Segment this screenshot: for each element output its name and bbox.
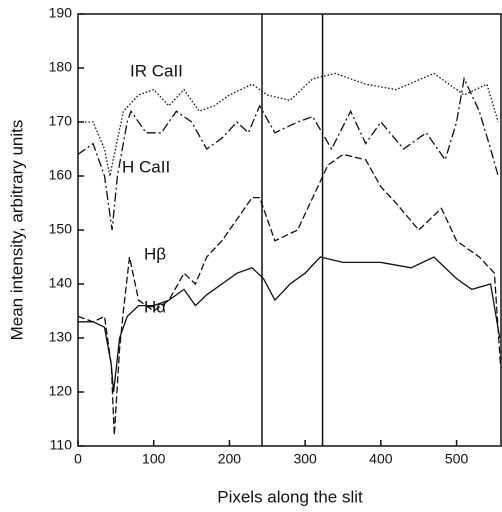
y-tick-label: 130 bbox=[49, 329, 73, 345]
y-tick-label: 150 bbox=[49, 221, 73, 237]
y-axis-label: Mean intensity, arbitrary units bbox=[7, 120, 26, 341]
y-tick-label: 180 bbox=[49, 59, 73, 75]
x-tick-label: 300 bbox=[293, 451, 317, 467]
series-line bbox=[78, 72, 499, 177]
x-tick-label: 0 bbox=[74, 451, 82, 467]
series-line bbox=[77, 153, 502, 436]
y-tick-label: 110 bbox=[50, 437, 73, 453]
y-tick-label: 170 bbox=[49, 113, 73, 129]
y-tick-label: 140 bbox=[49, 275, 73, 291]
series-label: IR CaII bbox=[130, 61, 183, 80]
series-label: H CaII bbox=[122, 157, 170, 176]
series-label: Hα bbox=[144, 297, 166, 316]
x-axis-label: Pixels along the slit bbox=[217, 487, 363, 506]
series-label: Hβ bbox=[144, 244, 166, 263]
x-tick-label: 200 bbox=[218, 451, 242, 467]
x-tick-label: 100 bbox=[142, 451, 166, 467]
y-tick-label: 190 bbox=[49, 5, 73, 21]
y-tick-label: 120 bbox=[49, 383, 73, 399]
series-line bbox=[78, 256, 501, 393]
x-tick-label: 500 bbox=[445, 451, 469, 467]
x-tick-label: 400 bbox=[369, 451, 393, 467]
y-tick-label: 160 bbox=[49, 167, 73, 183]
series-line bbox=[77, 76, 499, 231]
